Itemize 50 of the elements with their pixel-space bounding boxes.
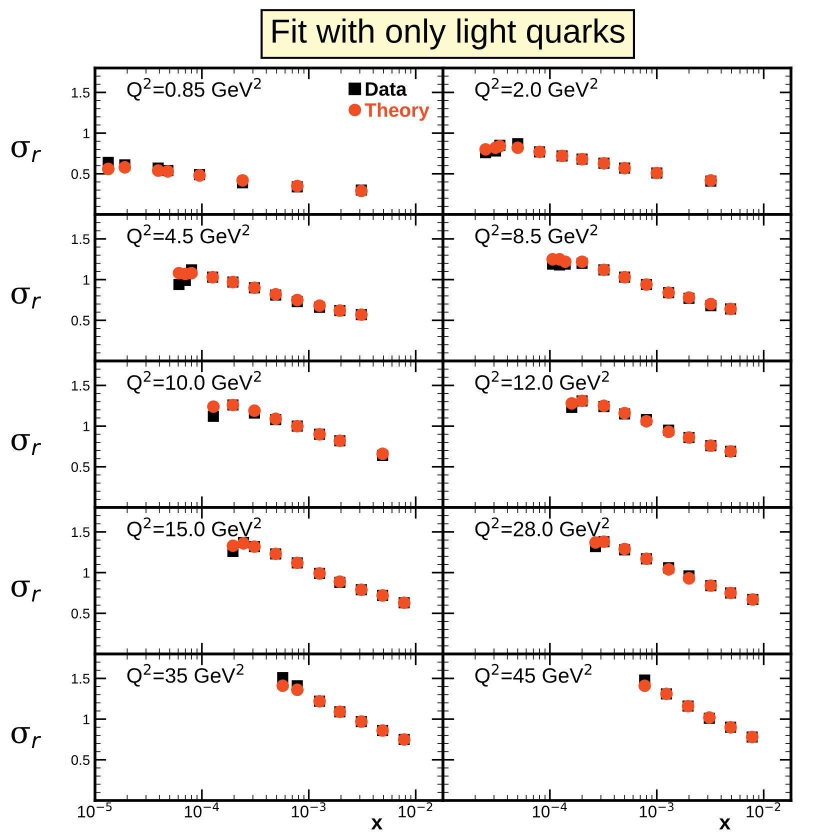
y-axis-title: σ$_{r}$ xyxy=(11,288,42,308)
annotation: Q$^{2}$=2.0 GeV$^{2}$ xyxy=(475,78,598,101)
x-tick-label: 10$^{−2}$ xyxy=(746,802,780,818)
x-tick-label: 10$^{−3}$ xyxy=(292,802,326,818)
legend-label: Theory xyxy=(364,102,430,121)
y-tick-label: 0.5 xyxy=(71,755,90,765)
y-tick-label: 1 xyxy=(83,128,90,138)
point xyxy=(291,684,304,696)
point xyxy=(662,426,675,438)
y-tick-label: 0.5 xyxy=(71,462,90,472)
point xyxy=(662,563,675,576)
annotation: Q$^{2}$=0.85 GeV$^{2}$ xyxy=(127,78,261,101)
y-tick-label: 1 xyxy=(83,275,90,285)
point xyxy=(682,572,696,585)
y-tick-label: 1 xyxy=(83,422,90,432)
legend-label: Data xyxy=(366,82,407,96)
annotation: Q$^{2}$=28.0 GeV$^{2}$ xyxy=(475,517,609,540)
y-tick-label: 1.5 xyxy=(72,234,90,244)
y-axis-title: σ$_{r}$ xyxy=(11,580,42,602)
y-tick-label: 1.5 xyxy=(72,380,90,391)
point xyxy=(291,294,304,306)
x-tick-label: 10$^{−3}$ xyxy=(640,802,674,818)
y-axis-title: σ$_{r}$ xyxy=(11,141,42,162)
point xyxy=(638,679,651,692)
annotation: Q$^{2}$=12.0 GeV$^{2}$ xyxy=(475,370,609,394)
y-tick-label: 1.5 xyxy=(72,674,90,684)
x-tick-label: 10$^{−4}$ xyxy=(184,802,219,818)
x-tick-label: 10$^{−2}$ xyxy=(398,802,432,818)
annotation: Q$^{2}$=45 GeV$^{2}$ xyxy=(475,664,592,687)
annotation: Q$^{2}$=4.5 GeV$^{2}$ xyxy=(127,224,250,248)
y-tick-label: 1.5 xyxy=(72,527,90,538)
y-tick-label: 1 xyxy=(83,714,90,724)
y-tick-label: 0.5 xyxy=(71,316,90,326)
x-axis-title: x xyxy=(371,818,383,830)
point xyxy=(248,404,261,417)
y-tick-label: 1.5 xyxy=(72,88,90,98)
y-tick-label: 0.5 xyxy=(71,169,90,179)
annotation: Q$^{2}$=8.5 GeV$^{2}$ xyxy=(475,224,598,248)
annotation: Q$^{2}$=35 GeV$^{2}$ xyxy=(127,664,244,687)
x-tick-label: 10$^{−4}$ xyxy=(532,802,567,818)
y-axis-title: σ$_{r}$ xyxy=(11,434,42,455)
x-tick-label: 10$^{−5}$ xyxy=(78,802,112,818)
point xyxy=(313,299,326,312)
y-tick-label: 0.5 xyxy=(71,608,90,618)
y-axis-title: σ$_{r}$ xyxy=(11,727,42,748)
annotation: Q$^{2}$=10.0 GeV$^{2}$ xyxy=(127,370,261,394)
chart-title: Fit with only light quarks xyxy=(272,18,624,50)
y-tick-label: 1 xyxy=(83,568,90,578)
x-axis-title: x xyxy=(719,818,731,830)
annotation: Q$^{2}$=15.0 GeV$^{2}$ xyxy=(127,517,261,540)
